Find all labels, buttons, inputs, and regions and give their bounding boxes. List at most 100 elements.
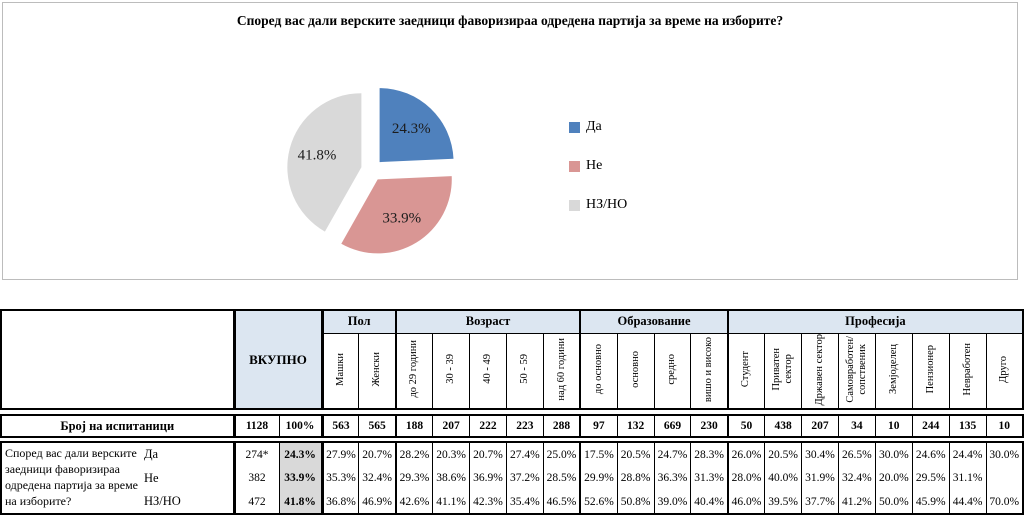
- column-header-cell: вишо и високо: [690, 333, 728, 409]
- data-cell: 30.0%: [874, 442, 913, 466]
- data-cell: 32.4%: [837, 466, 876, 490]
- question-cell: Според вас дали верските заедници фавори…: [5, 446, 139, 508]
- pie-slice-Да: [379, 88, 454, 163]
- column-header-cell: Машки: [320, 333, 359, 409]
- data-cell: 41.2%: [837, 490, 876, 514]
- data-cell: 46.9%: [358, 490, 396, 514]
- respondents-row: Број на испитаници 1128 100% 563 565 188 207 22…: [1, 415, 1023, 437]
- data-cell: 42.6%: [394, 490, 433, 514]
- column-header-cell: средно: [653, 333, 691, 409]
- data-cell: 28.8%: [616, 466, 655, 490]
- data-cell: 28.0%: [726, 466, 765, 490]
- data-cell: 223: [505, 415, 544, 437]
- column-header-cell: 30 - 39: [432, 333, 470, 409]
- data-cell: 34: [837, 415, 876, 437]
- answer-row: Според вас дали верските заедници фавори…: [1, 442, 1023, 508]
- pie-chart: 24.3% 33.9% 41.8%: [287, 88, 454, 254]
- crosstab-table: ВКУПНО Пол Возраст Образование Професија Машк…: [0, 309, 1024, 515]
- data-cell: 230: [690, 415, 728, 437]
- data-cell: 39.5%: [764, 490, 802, 514]
- legend-swatch: [569, 199, 580, 211]
- legend-item: Да: [569, 119, 627, 134]
- legend-swatch: [569, 160, 580, 172]
- legend-swatch: [569, 121, 580, 133]
- pie-value-label: 41.8%: [298, 148, 337, 164]
- data-cell: 207: [801, 415, 839, 437]
- data-cell: 29.5%: [911, 466, 950, 490]
- data-cell: 36.9%: [469, 466, 507, 490]
- data-cell: 20.7%: [358, 442, 396, 466]
- corner-cell: [1, 310, 234, 409]
- data-cell: 31.1%: [948, 466, 987, 490]
- count-cell: 472: [232, 490, 279, 514]
- column-header-label: Женски: [371, 351, 383, 387]
- data-cell: 41.1%: [432, 490, 470, 514]
- legend-label: НЗ/НО: [586, 197, 628, 212]
- data-cell: 20.7%: [469, 442, 507, 466]
- column-header-label: Невработен: [961, 343, 973, 396]
- column-header-cell: Приватен сектор: [764, 333, 802, 409]
- column-header-cell: 40 - 49: [469, 333, 507, 409]
- column-header-label: над 60 години: [555, 337, 567, 401]
- column-header-cell: до основно: [579, 333, 618, 409]
- table-header-block: ВКУПНО Пол Возраст Образование Професија Машк…: [0, 309, 1024, 410]
- data-cell: 50.8%: [616, 490, 655, 514]
- column-header-cell: Друго: [985, 333, 1023, 409]
- column-header-label: до основно: [592, 344, 604, 395]
- column-header-cell: 50 - 59: [505, 333, 544, 409]
- data-cell: 222: [469, 415, 507, 437]
- column-header-label: Студент: [740, 351, 752, 388]
- data-cell: 42.3%: [469, 490, 507, 514]
- data-cell: 24.4%: [948, 442, 987, 466]
- pie-slice-Не: [341, 176, 452, 254]
- total-header-cell: ВКУПНО: [232, 310, 324, 409]
- table-respondents-block: Број на испитаници 1128 100% 563 565 188 207 22…: [0, 414, 1024, 438]
- data-cell: 50.0%: [874, 490, 913, 514]
- pie-slice-НЗ/НО: [287, 93, 362, 232]
- answer-label-cell: Не: [144, 470, 159, 485]
- column-header-cell: Државен сектор: [801, 333, 839, 409]
- column-header-label: Пензионер: [924, 345, 936, 394]
- column-header-label: 30 - 39: [445, 354, 457, 385]
- data-cell: 45.9%: [911, 490, 950, 514]
- data-cell: 30.0%: [985, 442, 1023, 466]
- column-header-label: Земјоделец: [887, 344, 899, 395]
- column-header-cell: до 29 години: [394, 333, 433, 409]
- data-cell: 20.5%: [616, 442, 655, 466]
- data-cell: 28.5%: [542, 466, 581, 490]
- data-cell: 563: [320, 415, 359, 437]
- data-cell: 24.7%: [653, 442, 691, 466]
- column-header-label: 40 - 49: [481, 354, 493, 385]
- data-cell: 188: [394, 415, 433, 437]
- group-header-cell: Возраст: [394, 310, 581, 334]
- pie-value-label: 24.3%: [392, 121, 431, 137]
- column-header-cell: Самовработен/ сопственик: [837, 333, 876, 409]
- data-cell: 20.3%: [432, 442, 470, 466]
- data-cell: 46.0%: [726, 490, 765, 514]
- data-cell: 32.4%: [358, 466, 396, 490]
- data-cell: 244: [911, 415, 950, 437]
- data-cell: 207: [432, 415, 470, 437]
- answer-label-cell: Да: [144, 447, 159, 461]
- count-cell: 274*: [232, 442, 279, 466]
- column-header-label: Самовработен/ сопственик: [844, 335, 868, 403]
- answer-label-cell: НЗ/НО: [144, 494, 181, 508]
- data-cell: 40.0%: [764, 466, 802, 490]
- data-cell: 37.2%: [505, 466, 544, 490]
- column-header-label: 50 - 59: [518, 354, 530, 385]
- column-header-label: вишо и високо: [703, 336, 715, 402]
- data-cell: 438: [764, 415, 802, 437]
- data-cell: 135: [948, 415, 987, 437]
- legend-item: НЗ/НО: [569, 197, 628, 212]
- data-cell: 288: [542, 415, 581, 437]
- legend-item: Не: [569, 158, 627, 173]
- group-header-cell: Пол: [321, 310, 396, 334]
- column-header-label: средно: [666, 353, 678, 385]
- column-header-label: Друго: [998, 355, 1010, 383]
- answer-row: НЗ/НО 472 41.8% 36.8% 46.9% 42.6% 41.1% 42.3% 35…: [1, 490, 1023, 514]
- data-cell: 27.4%: [505, 442, 544, 466]
- data-cell: 31.9%: [801, 466, 839, 490]
- data-cell: 35.4%: [505, 490, 544, 514]
- data-cell: 669: [653, 415, 691, 437]
- data-cell: 38.6%: [432, 466, 470, 490]
